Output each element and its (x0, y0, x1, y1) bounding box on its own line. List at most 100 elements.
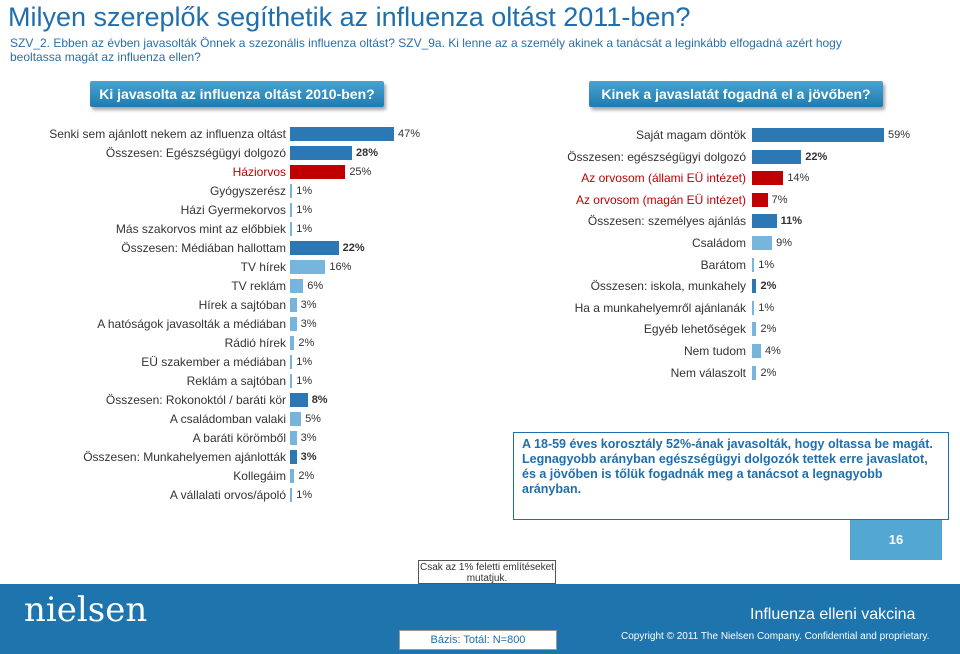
bar (752, 214, 777, 229)
bar (290, 431, 297, 445)
data-label: 2% (760, 280, 777, 293)
category-label: A családomban valaki (169, 412, 286, 426)
data-label: 4% (764, 345, 781, 357)
bar (752, 344, 761, 358)
bar (290, 450, 297, 464)
category-label: Saját magam döntök (635, 128, 746, 142)
data-label: 1% (296, 185, 313, 197)
bar (752, 300, 755, 315)
category-label: A baráti körömből (192, 431, 286, 445)
bar (752, 171, 784, 186)
data-label: 1% (296, 223, 313, 235)
data-label: 9% (776, 237, 793, 249)
bar (290, 241, 339, 255)
data-label: 22% (805, 150, 828, 163)
left-chart-header: Ki javasolta az influenza oltást 2010-be… (90, 81, 384, 107)
data-label: 6% (307, 280, 324, 292)
category-label: Hírek a sajtóban (198, 298, 286, 312)
category-label: Összesen: iskola, munkahely (590, 279, 746, 294)
copyright-text: Copyright © 2011 The Nielsen Company. Co… (621, 631, 930, 642)
data-label: 3% (300, 432, 317, 444)
category-label: Az orvosom (állami EÜ intézet) (581, 171, 746, 186)
page-number: 16 (850, 520, 942, 560)
data-label: 25% (349, 166, 372, 178)
bar (290, 488, 293, 502)
data-label: 28% (355, 147, 378, 159)
category-label: Házi Gyermekorvos (180, 203, 286, 217)
category-label: Családom (691, 236, 746, 250)
bar (290, 184, 293, 198)
bar (752, 257, 755, 272)
data-label: 2% (298, 470, 315, 482)
category-label: Más szakorvos mint az előbbiek (115, 222, 286, 236)
bar (290, 260, 326, 274)
category-label: Nem tudom (683, 344, 746, 358)
bar (290, 203, 293, 217)
right-chart-header: Kinek a javaslatát fogadná el a jövőben? (589, 81, 883, 107)
data-label: 1% (296, 375, 313, 387)
bar (290, 336, 295, 350)
category-label: Összesen: Munkahelyemen ajánlották (83, 450, 286, 464)
nielsen-logo: nielsen (24, 590, 148, 630)
summary-line-2: Legnagyobb arányban egészségügyi dolgozó… (522, 452, 928, 496)
bar (290, 298, 297, 312)
bar (290, 127, 394, 141)
bar (290, 317, 297, 331)
data-label: 8% (311, 394, 328, 406)
data-label: 2% (760, 366, 777, 379)
bar (290, 412, 302, 426)
data-label: 22% (342, 242, 365, 254)
data-label: 14% (787, 172, 810, 185)
bar (752, 149, 802, 164)
category-label: Barátom (700, 257, 746, 272)
category-label: Rádió hírek (224, 336, 286, 350)
data-label: 2% (298, 337, 315, 349)
category-label: Összesen: személyes ajánlás (587, 214, 746, 229)
data-label: 1% (758, 258, 775, 271)
data-label: 1% (296, 489, 313, 501)
bar (290, 165, 346, 179)
category-label: Kollegáim (233, 469, 286, 483)
data-label: 2% (760, 323, 777, 336)
category-label: Gyógyszerész (209, 184, 286, 198)
bar (752, 236, 773, 250)
bar (290, 469, 295, 483)
category-label: Az orvosom (magán EÜ intézet) (575, 192, 746, 207)
data-label: 1% (758, 301, 775, 314)
category-label: Összesen: egészségügyi dolgozó (567, 149, 746, 164)
category-label: Egyéb lehetőségek (643, 322, 746, 337)
bar (752, 365, 757, 380)
category-label: Nem válaszolt (670, 365, 746, 380)
data-label: 7% (771, 193, 788, 206)
bar (752, 128, 884, 142)
data-label: 47% (398, 128, 421, 140)
data-label: 16% (329, 261, 352, 273)
bar (752, 322, 757, 337)
bar (290, 279, 304, 293)
footnote: Csak az 1% feletti említéseket mutatjuk. (418, 560, 556, 584)
category-label: Ha a munkahelyemről ajánlanák (574, 300, 746, 315)
category-label: Háziorvos (232, 165, 286, 179)
footer-title: Influenza elleni vakcina (750, 606, 916, 623)
bar (290, 355, 293, 369)
question-text: SZV_2. Ebben az évben javasolták Önnek a… (10, 36, 842, 64)
bar (290, 146, 352, 160)
bar (290, 374, 293, 388)
data-label: 1% (296, 204, 313, 216)
data-label: 11% (780, 215, 803, 228)
page-title: Milyen szereplők segíthetik az influenza… (8, 2, 691, 32)
data-label: 59% (888, 129, 911, 141)
data-label: 5% (305, 413, 321, 425)
summary-line-1: A 18-59 éves korosztály 52%-ának javasol… (522, 437, 933, 451)
bar (290, 222, 293, 236)
category-label: EÜ szakember a médiában (141, 355, 286, 369)
category-label: TV reklám (231, 279, 286, 293)
bar (752, 192, 768, 207)
bar (752, 279, 757, 294)
category-label: Összesen: Médiában hallottam (121, 241, 286, 255)
category-label: Senki sem ajánlott nekem az influenza ol… (49, 127, 286, 141)
summary-box: A 18-59 éves korosztály 52%-ának javasol… (513, 432, 949, 520)
data-label: 1% (296, 356, 313, 368)
data-label: 3% (300, 451, 317, 463)
category-label: Összesen: Egészségügyi dolgozó (105, 146, 286, 160)
